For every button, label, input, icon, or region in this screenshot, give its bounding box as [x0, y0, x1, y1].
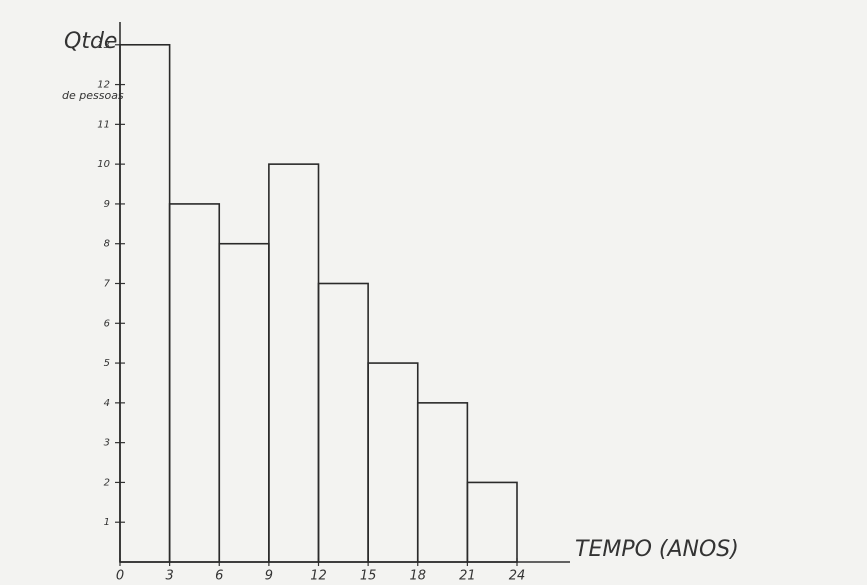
y-tick-label: 4	[104, 398, 110, 409]
x-tick-label: 6	[215, 569, 223, 584]
bar	[368, 363, 418, 562]
bar	[418, 403, 468, 562]
y-tick-label: 1	[104, 517, 110, 528]
x-tick-label: 24	[509, 569, 526, 584]
y-tick-label: 12	[97, 80, 110, 91]
y-tick-label: 13	[97, 40, 110, 51]
y-tick-label: 5	[104, 358, 110, 369]
bar	[269, 164, 319, 562]
chart: Qtde de pessoas TEMPO (ANOS) 12345678910…	[0, 0, 867, 585]
y-tick-label: 3	[104, 438, 110, 449]
x-tick-label: 9	[265, 569, 273, 584]
y-tick-label: 11	[97, 119, 110, 130]
y-tick-label: 8	[104, 239, 110, 250]
y-axis-sublabel: de pessoas	[62, 89, 124, 102]
bar	[170, 204, 220, 562]
y-tick-label: 10	[97, 159, 110, 170]
bar	[319, 284, 369, 563]
y-tick-label: 9	[104, 199, 110, 210]
x-tick-label: 18	[409, 569, 426, 584]
bar	[120, 45, 170, 562]
y-tick-label: 7	[104, 279, 111, 290]
bar	[219, 244, 269, 562]
y-tick-label: 6	[104, 318, 110, 329]
x-tick-label: 3	[165, 569, 173, 584]
x-tick-label: 0	[116, 569, 124, 584]
y-tick-label: 2	[104, 477, 110, 488]
x-tick-label: 12	[310, 569, 327, 584]
x-tick-label: 15	[360, 569, 377, 584]
bar	[467, 482, 517, 562]
x-tick-label: 21	[459, 569, 476, 584]
x-axis-label: TEMPO (ANOS)	[575, 537, 739, 562]
